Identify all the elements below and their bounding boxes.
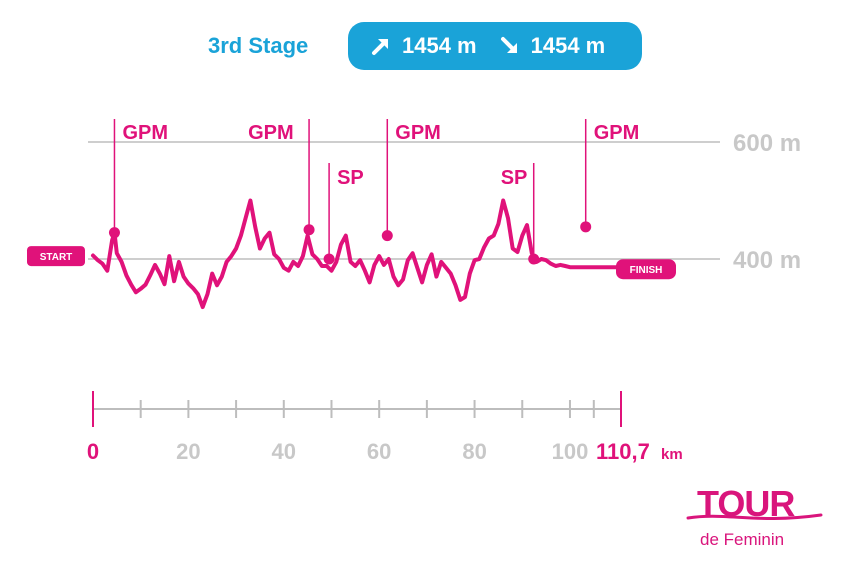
x-tick-label: 60 (367, 439, 391, 464)
x-tick-label: 80 (462, 439, 486, 464)
finish-label: FINISH (630, 265, 663, 276)
y-tick-label: 600 m (733, 130, 801, 157)
marker-point (303, 224, 315, 236)
descent-item: 1454 m (499, 33, 606, 59)
elevation-summary-pill: 1454 m 1454 m (348, 22, 642, 70)
ascent-value: 1454 m (402, 33, 477, 58)
x-tick-label: 0 (87, 439, 99, 464)
marker-label-sp: SP (501, 167, 528, 189)
x-tick-label: 20 (176, 439, 200, 464)
marker-label-gpm: GPM (594, 122, 640, 144)
marker-label-gpm: GPM (122, 122, 168, 144)
marker-point (108, 227, 120, 239)
stage-title: 3rd Stage (208, 33, 309, 58)
marker-label-gpm: GPM (395, 122, 441, 144)
logo-subtitle: de Feminin (700, 530, 785, 549)
ascent-item: 1454 m (370, 33, 477, 59)
distance-unit-label: km (661, 446, 683, 463)
start-label: START (40, 252, 73, 263)
elevation-profile-line (91, 198, 623, 309)
finish-badge (616, 259, 676, 280)
arrow-up-right-icon (372, 39, 388, 55)
marker-point (323, 253, 335, 265)
descent-value: 1454 m (530, 33, 606, 58)
y-tick-label: 400 m (733, 247, 801, 274)
arrow-down-right-icon (500, 37, 517, 53)
marker-point (381, 230, 393, 242)
marker-point (580, 221, 592, 233)
x-tick-label: 100 (552, 439, 589, 464)
marker-label-sp: SP (337, 167, 364, 189)
marker-label-gpm: GPM (248, 122, 294, 144)
logo-swash-icon (686, 513, 823, 520)
marker-point (528, 253, 540, 265)
total-distance-label: 110,7 (596, 439, 650, 464)
x-tick-label: 40 (272, 439, 296, 464)
start-badge (27, 246, 85, 267)
